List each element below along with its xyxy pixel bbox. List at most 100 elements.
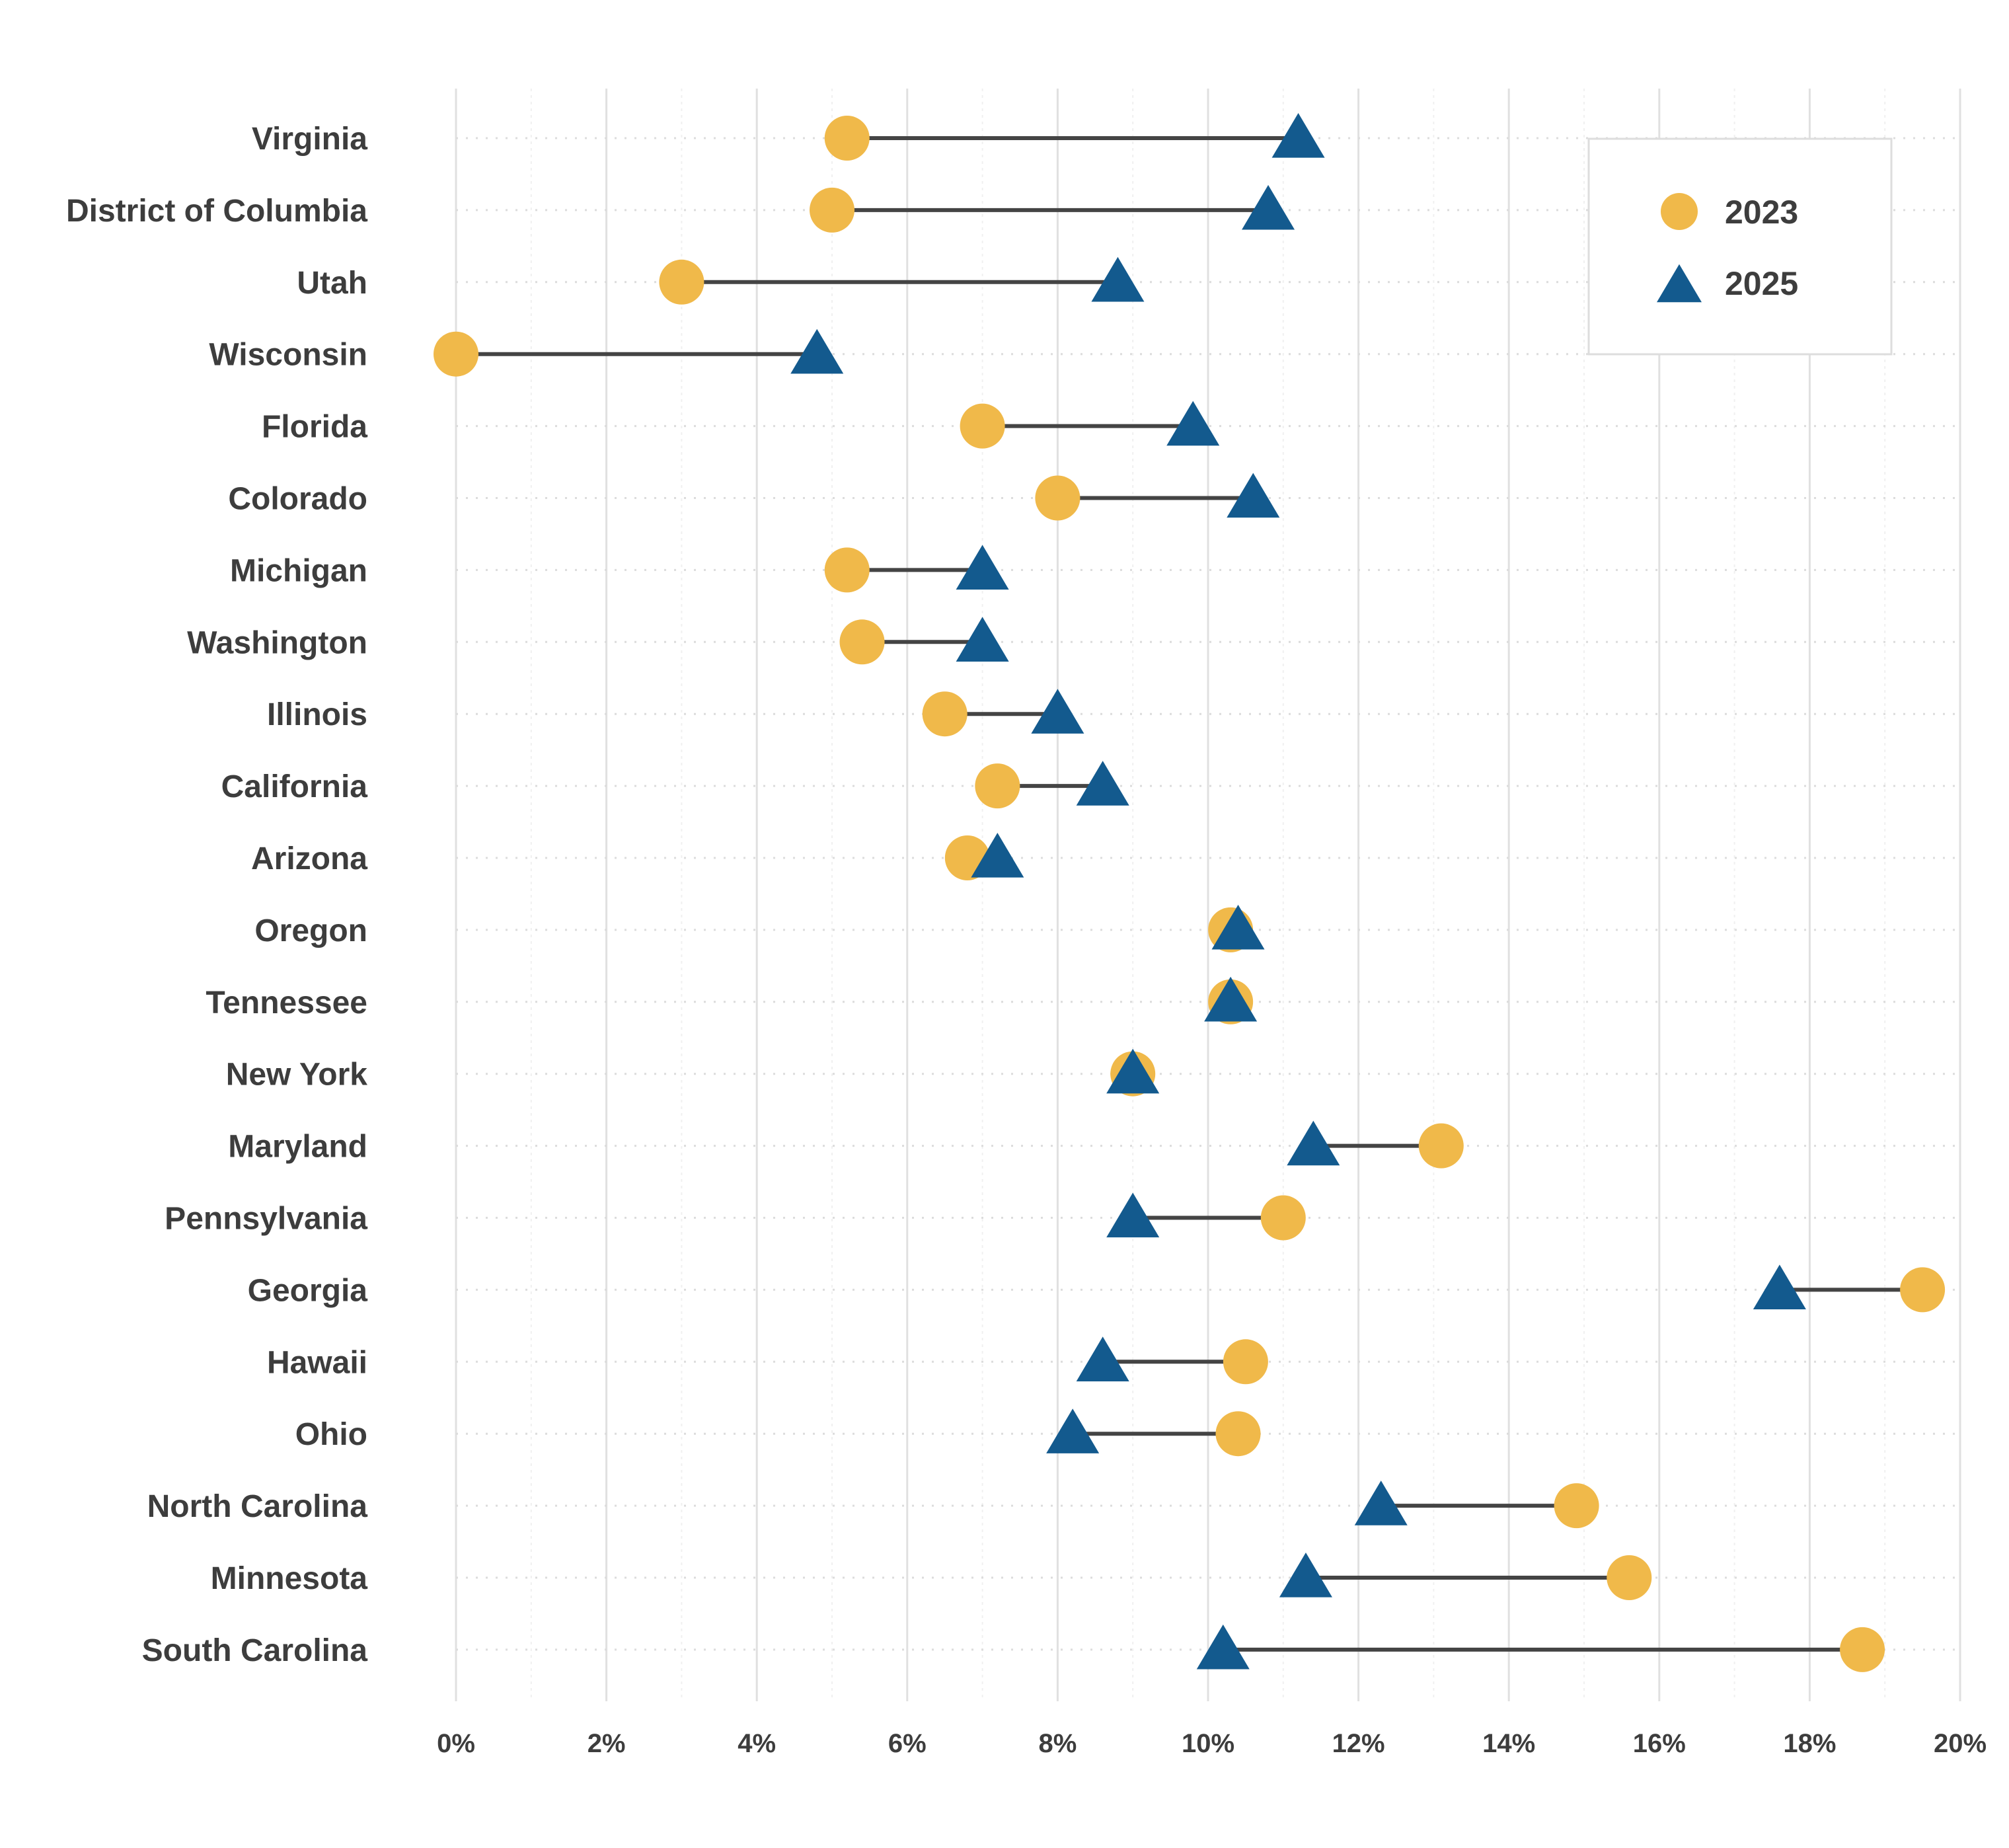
row-arizona: Arizona [251,833,1960,880]
category-label: Ohio [295,1417,367,1452]
point-2023 [1418,1123,1464,1169]
row-south-carolina: South Carolina [142,1624,1960,1672]
legend-box [1587,137,1893,356]
point-2025 [956,545,1009,590]
category-label: Tennessee [206,985,367,1020]
x-tick-label: 18% [1783,1729,1836,1758]
category-label: Colorado [228,482,367,517]
category-label: Washington [187,625,367,660]
row-pennsylvania: Pennsylvania [165,1192,1960,1241]
point-2023 [1215,1411,1261,1457]
point-2023 [1607,1555,1652,1600]
category-label: New York [226,1058,368,1093]
point-2023 [1260,1195,1306,1241]
point-2025 [1287,1120,1340,1166]
point-2025 [1106,1048,1160,1094]
point-2023 [1223,1339,1268,1385]
x-tick-label: 0% [437,1729,475,1758]
point-2025 [1046,1408,1100,1453]
legend-label-2023: 2023 [1725,194,1798,231]
row-district-of-columbia: District of Columbia [66,184,1960,233]
category-label: Illinois [267,697,367,732]
point-2025 [1106,1192,1160,1238]
category-label: Virginia [252,122,367,157]
grid-layer [455,89,1961,1701]
point-2023 [1840,1627,1885,1672]
category-label: Hawaii [267,1345,367,1380]
category-label: District of Columbia [66,194,367,229]
point-2025 [1354,1481,1408,1525]
x-tick-label: 6% [888,1729,927,1758]
point-2025 [971,833,1024,878]
point-2025 [1211,904,1265,950]
row-ohio: Ohio [295,1408,1960,1457]
row-utah: Utah [297,256,1960,305]
x-tick-label: 12% [1332,1729,1385,1758]
x-tick-label: 8% [1038,1729,1077,1758]
row-florida: Florida [262,401,1960,449]
point-2025 [956,617,1009,662]
point-2023 [810,187,854,233]
row-washington: Washington [187,617,1960,665]
point-2025 [1204,976,1258,1022]
legend-marker-2023 [1661,193,1698,230]
row-maryland: Maryland [228,1120,1960,1169]
row-tennessee: Tennessee [206,976,1960,1024]
category-label: Oregon [254,913,367,948]
point-2023 [839,619,885,665]
point-2025 [1091,256,1145,302]
category-label: Utah [297,266,367,301]
point-2025 [1031,689,1084,734]
row-georgia: Georgia [248,1264,1960,1313]
point-2023 [960,403,1005,449]
category-label: Arizona [251,841,367,876]
legend: 2023 2025 [1587,137,1893,356]
x-tick-label: 16% [1633,1729,1686,1758]
row-oregon: Oregon [254,904,1960,952]
row-minnesota: Minnesota [211,1553,1960,1600]
point-2025 [1076,1336,1129,1381]
category-label: Florida [262,410,367,445]
point-2025 [1227,473,1280,518]
legend-marker-2025 [1657,264,1702,303]
row-wisconsin: Wisconsin [209,328,1960,377]
row-california: California [221,761,1960,809]
row-virginia: Virginia [252,113,1960,161]
x-tick-label: 14% [1482,1729,1535,1758]
category-label: Pennsylvania [165,1202,367,1237]
category-label: South Carolina [142,1633,368,1668]
category-label: Georgia [248,1273,368,1308]
point-2023 [1035,475,1080,521]
point-2023 [824,547,870,593]
x-tick-label: 2% [588,1729,626,1758]
legend-label-2025: 2025 [1725,265,1798,302]
point-2025 [1279,1553,1332,1598]
point-2025 [1271,113,1325,158]
row-illinois: Illinois [267,689,1960,737]
point-2025 [1242,184,1295,230]
x-tick-label: 20% [1934,1729,1987,1758]
point-2023 [659,259,704,305]
point-2023 [1900,1267,1946,1313]
category-label: Maryland [228,1130,367,1165]
point-2023 [434,331,478,377]
point-2023 [1554,1483,1599,1529]
point-2023 [824,116,870,161]
point-2023 [922,691,967,737]
point-2025 [790,328,844,374]
category-label: North Carolina [147,1489,368,1524]
point-2025 [1196,1624,1250,1670]
category-label: Minnesota [211,1561,368,1596]
row-new-york: New York [226,1048,1960,1097]
category-label: California [221,769,368,804]
rows-layer: Virginia District of Columbia Utah Wisconsi… [66,113,1960,1672]
row-colorado: Colorado [228,473,1960,521]
row-north-carolina: North Carolina [147,1481,1960,1529]
point-2025 [1166,401,1220,446]
category-label: Wisconsin [209,338,367,373]
point-2023 [975,763,1020,809]
x-tick-label: 4% [738,1729,776,1758]
row-hawaii: Hawaii [267,1336,1960,1385]
